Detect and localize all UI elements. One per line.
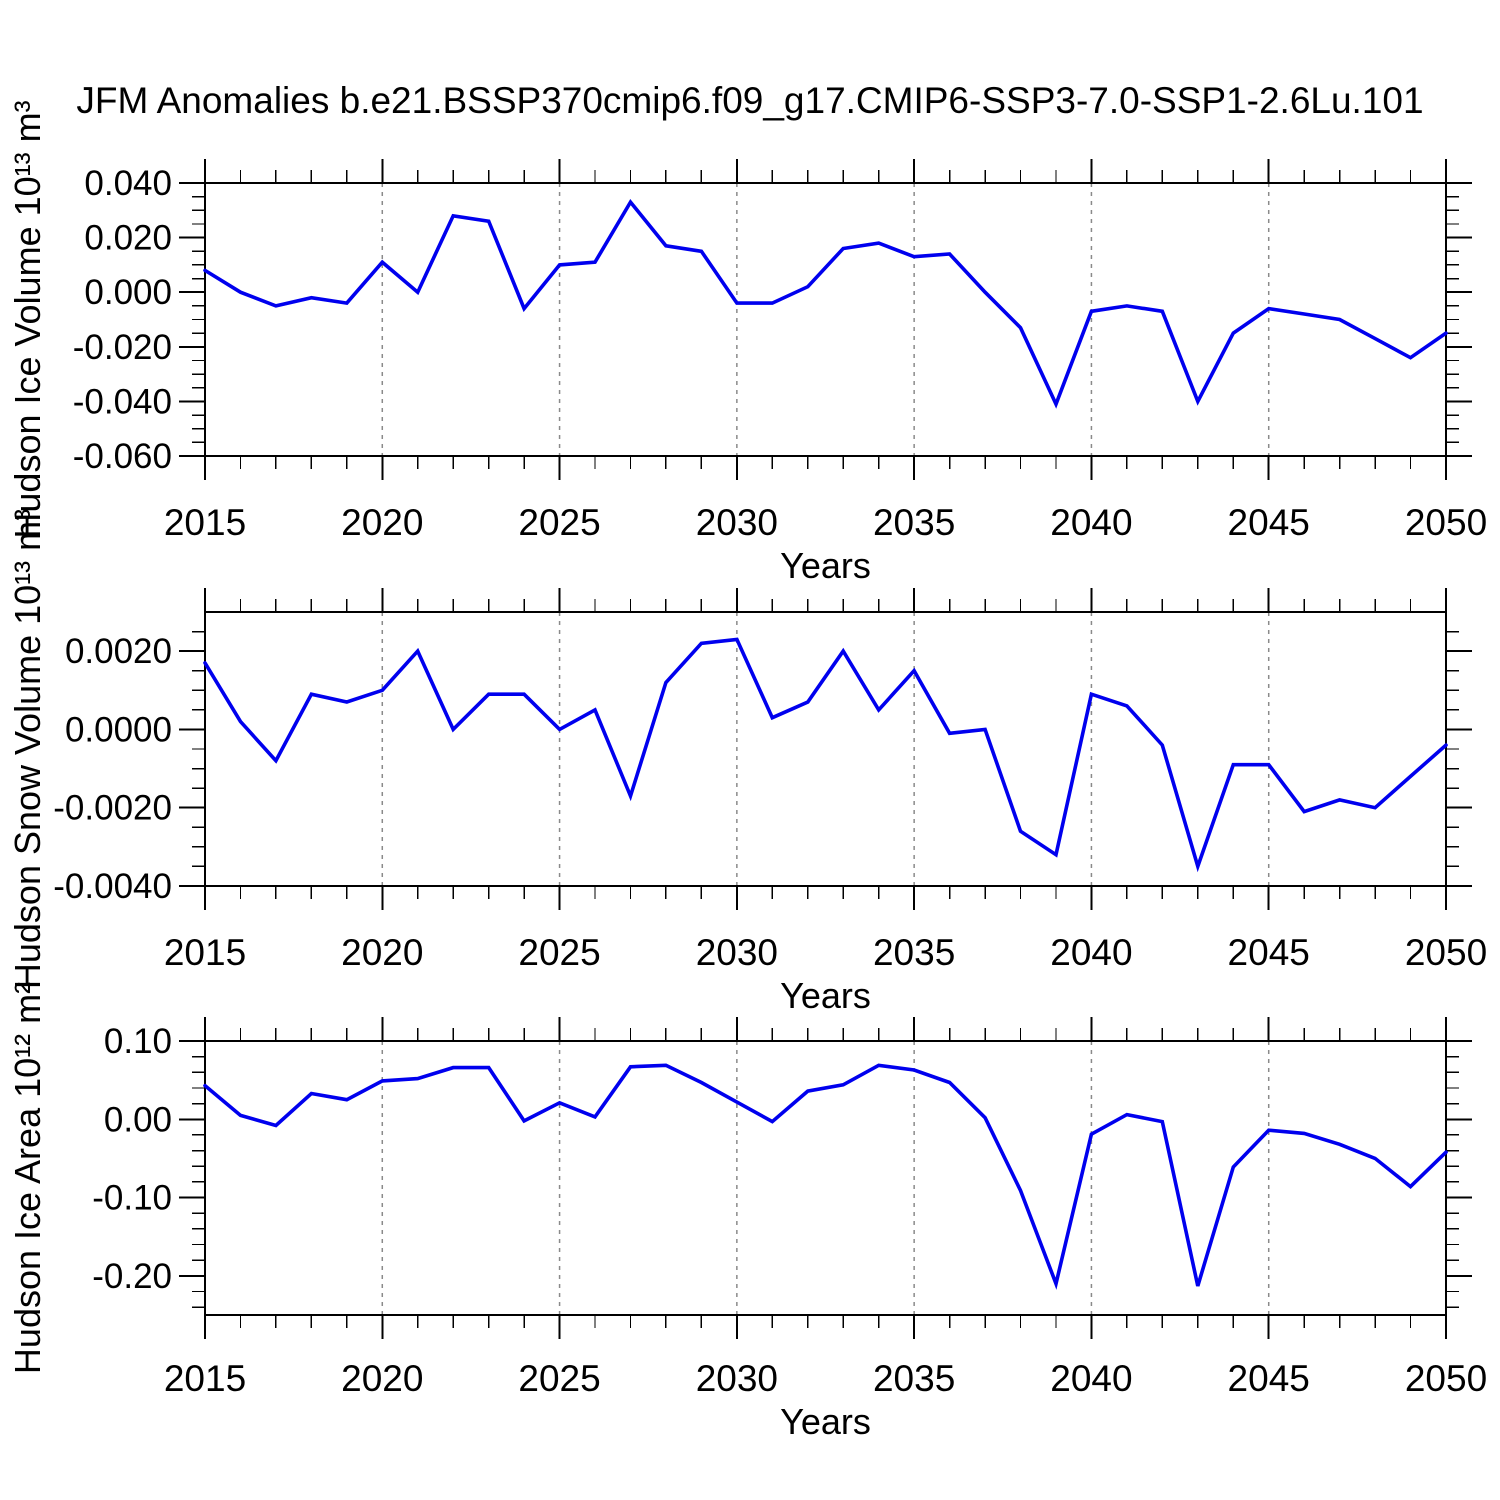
- axis-ticks: [179, 159, 1472, 480]
- snow_volume-line: [203, 637, 1448, 873]
- panel-ice_volume: 0.040 0.020 0.000 -0.020 -0.040 -0.060 2015 202…: [7, 100, 1487, 586]
- y-tick-label: 0.10: [104, 1022, 172, 1061]
- x-tick-label: 2035: [873, 932, 955, 973]
- y-tick-label: -0.020: [73, 328, 172, 367]
- x-tick-label: 2050: [1405, 932, 1487, 973]
- y-tick-label: 0.0020: [65, 632, 172, 671]
- y-tick-label: -0.10: [92, 1179, 172, 1218]
- x-tick-label: 2015: [164, 1358, 246, 1399]
- panel-snow_volume: 0.0020 0.0000 -0.0020 -0.0040 2015 2020 2025 20…: [7, 509, 1487, 1016]
- x-tick-label: 2040: [1050, 502, 1132, 543]
- y-axis-title: Hudson Ice Area 10¹² m²: [7, 982, 48, 1374]
- x-axis-title: Years: [780, 545, 871, 586]
- plot-frame: [204, 1040, 1447, 1316]
- y-tick-label: 0.00: [104, 1100, 172, 1139]
- x-tick-label: 2045: [1228, 932, 1310, 973]
- x-tick-label: 2025: [518, 502, 600, 543]
- x-tick-label: 2035: [873, 1358, 955, 1399]
- y-tick-label: -0.060: [73, 437, 172, 476]
- y-tick-label: 0.020: [84, 219, 172, 258]
- x-tick-label: 2020: [341, 502, 423, 543]
- x-tick-label: 2045: [1228, 1358, 1310, 1399]
- x-tick-label: 2030: [696, 932, 778, 973]
- x-tick-label: 2040: [1050, 932, 1132, 973]
- y-tick-label: 0.0000: [65, 710, 172, 749]
- y-tick-label: -0.040: [73, 382, 172, 421]
- x-tick-label: 2020: [341, 1358, 423, 1399]
- x-tick-label: 2030: [696, 1358, 778, 1399]
- x-tick-label: 2015: [164, 502, 246, 543]
- plot-frame: [204, 182, 1447, 457]
- ice_volume-line: [203, 198, 1448, 409]
- x-tick-label: 2045: [1228, 502, 1310, 543]
- x-tick-label: 2030: [696, 502, 778, 543]
- x-tick-label: 2020: [341, 932, 423, 973]
- x-tick-label: 2040: [1050, 1358, 1132, 1399]
- axis-ticks: [179, 1017, 1472, 1339]
- x-tick-label: 2025: [518, 932, 600, 973]
- plot-frame: [204, 611, 1447, 887]
- y-tick-label: 0.000: [84, 273, 172, 312]
- x-axis-title: Years: [780, 1401, 871, 1442]
- panel-ice_area: 0.10 0.00 -0.10 -0.20 2015 2020 2025 2030 2035 20…: [7, 982, 1487, 1442]
- y-tick-label: -0.0040: [53, 867, 172, 906]
- x-tick-label: 2035: [873, 502, 955, 543]
- y-axis-title: Hudson Ice Volume 10¹³ m³: [7, 100, 48, 538]
- x-tick-label: 2050: [1405, 502, 1487, 543]
- x-axis-title: Years: [780, 975, 871, 1016]
- y-axis-title: Hudson Snow Volume 10¹³ m³: [7, 509, 48, 989]
- y-tick-label: 0.040: [84, 164, 172, 203]
- y-tick-label: -0.20: [92, 1257, 172, 1296]
- ice_area-line: [203, 1063, 1448, 1290]
- x-tick-label: 2015: [164, 932, 246, 973]
- axis-ticks: [179, 588, 1472, 910]
- x-tick-label: 2025: [518, 1358, 600, 1399]
- page-title: JFM Anomalies b.e21.BSSP370cmip6.f09_g17…: [76, 80, 1424, 121]
- y-tick-label: -0.0020: [53, 789, 172, 828]
- x-tick-label: 2050: [1405, 1358, 1487, 1399]
